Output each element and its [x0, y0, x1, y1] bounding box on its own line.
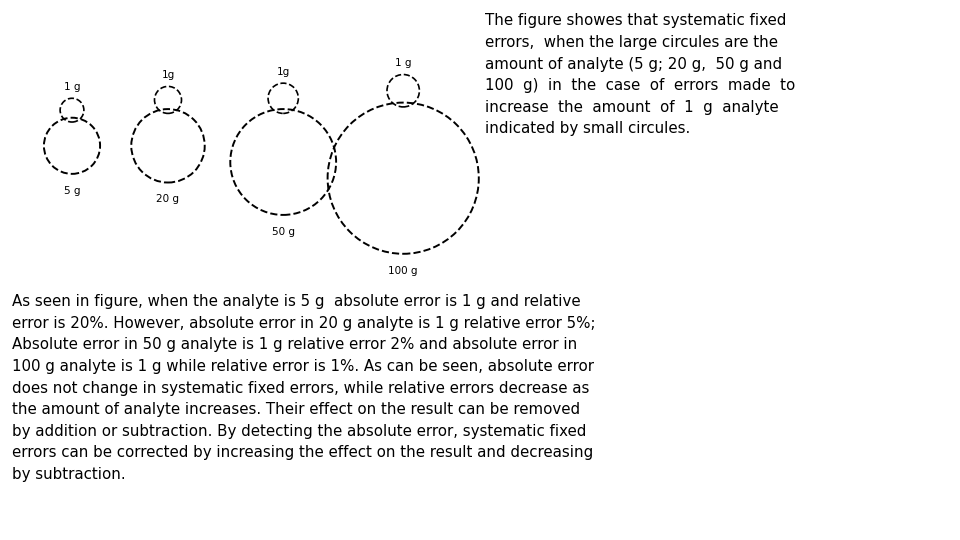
Text: 1 g: 1 g: [63, 82, 81, 92]
Text: 1 g: 1 g: [395, 58, 412, 68]
Text: 5 g: 5 g: [63, 186, 81, 196]
Text: The figure showes that systematic fixed
errors,  when the large circules are the: The figure showes that systematic fixed …: [485, 14, 795, 137]
Text: 100 g: 100 g: [389, 266, 418, 276]
Text: 1g: 1g: [161, 70, 175, 80]
Text: 50 g: 50 g: [272, 227, 295, 237]
Text: 20 g: 20 g: [156, 194, 180, 205]
Text: As seen in figure, when the analyte is 5 g  absolute error is 1 g and relative
e: As seen in figure, when the analyte is 5…: [12, 294, 595, 482]
Text: 1g: 1g: [276, 66, 290, 77]
